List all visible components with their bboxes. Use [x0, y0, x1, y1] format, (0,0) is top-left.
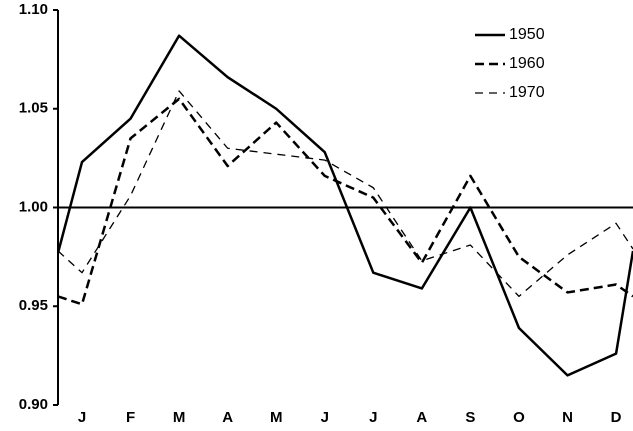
legend-entry: 1950: [475, 26, 545, 43]
y-tick-label: 1.05: [19, 100, 48, 117]
x-tick-label: S: [465, 409, 475, 426]
x-tick-label: F: [126, 409, 135, 426]
x-tick-label: O: [513, 409, 525, 426]
legend-label: 1960: [509, 55, 545, 72]
y-tick-label: 0.90: [19, 396, 48, 413]
legend-label: 1950: [509, 26, 545, 43]
x-tick-label: A: [416, 409, 427, 426]
x-tick-label: A: [222, 409, 233, 426]
y-tick-label: 0.95: [19, 297, 48, 314]
plot-lines: [58, 34, 633, 377]
legend-label: 1970: [509, 84, 545, 101]
x-tick-label: D: [611, 409, 622, 426]
y-tick-label: 1.10: [19, 1, 48, 18]
y-tick-label: 1.00: [19, 198, 48, 215]
x-tick-label: J: [369, 409, 377, 426]
x-tick-label: M: [173, 409, 186, 426]
series-line: [58, 90, 633, 298]
x-tick-label: J: [78, 409, 86, 426]
legend-entry: 1970: [475, 84, 545, 101]
series-line: [58, 34, 633, 377]
series-line: [58, 97, 633, 306]
x-tick-label: J: [321, 409, 329, 426]
legend-entry: 1960: [475, 55, 545, 72]
x-tick-label: N: [562, 409, 573, 426]
x-tick-label: M: [270, 409, 283, 426]
